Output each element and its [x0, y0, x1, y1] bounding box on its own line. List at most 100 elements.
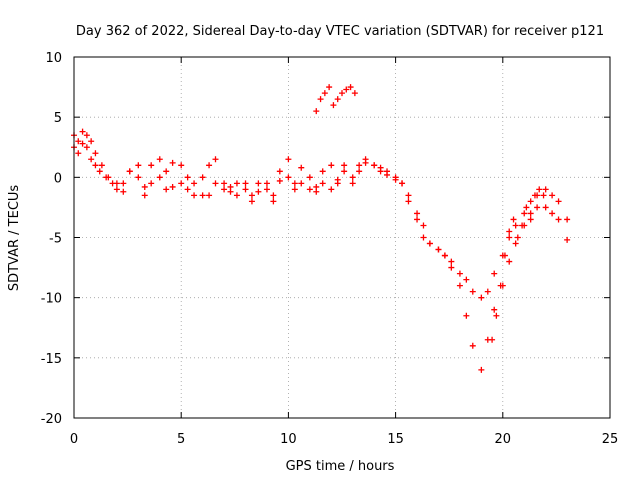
- data-point: [531, 192, 538, 199]
- data-point: [356, 162, 363, 169]
- y-tick-label: 10: [45, 51, 62, 66]
- data-point: [178, 180, 185, 187]
- data-point: [120, 188, 127, 195]
- data-point: [319, 168, 326, 175]
- data-point: [456, 270, 463, 277]
- data-point: [178, 162, 185, 169]
- data-point: [298, 164, 305, 171]
- data-point: [463, 312, 470, 319]
- x-tick-label: 25: [602, 432, 619, 447]
- data-point: [469, 288, 476, 295]
- data-point: [191, 180, 198, 187]
- x-tick-label: 10: [280, 432, 297, 447]
- data-point: [169, 183, 176, 190]
- data-point: [334, 180, 341, 187]
- x-tick-labels: 0 5 10 15 20 25: [70, 432, 618, 447]
- data-point: [497, 282, 504, 289]
- data-point: [414, 210, 421, 217]
- data-point: [313, 188, 320, 195]
- data-point: [521, 210, 528, 217]
- data-point: [399, 180, 406, 187]
- data-point: [199, 192, 206, 199]
- data-point: [291, 186, 298, 193]
- series-track-4: [489, 186, 547, 343]
- data-point: [276, 168, 283, 175]
- y-axis-label: SDTVAR / TECUs: [7, 185, 22, 292]
- data-point: [347, 84, 354, 91]
- data-point: [255, 180, 262, 187]
- data-point: [163, 168, 170, 175]
- data-point: [384, 168, 391, 175]
- data-point: [478, 294, 485, 301]
- data-point: [227, 188, 234, 195]
- data-point: [491, 270, 498, 277]
- data-point: [356, 168, 363, 175]
- data-point: [478, 366, 485, 373]
- y-tick-label: -20: [41, 412, 62, 427]
- data-point: [540, 192, 547, 199]
- data-point: [527, 198, 534, 205]
- data-point: [98, 162, 105, 169]
- data-point: [206, 162, 213, 169]
- data-point: [527, 216, 534, 223]
- data-point: [506, 228, 513, 235]
- data-point: [469, 342, 476, 349]
- data-point: [135, 162, 142, 169]
- data-point: [212, 156, 219, 163]
- data-point: [92, 162, 99, 169]
- data-point: [555, 216, 562, 223]
- data-point: [549, 192, 556, 199]
- data-point: [199, 174, 206, 181]
- data-point: [549, 210, 556, 217]
- data-point: [83, 144, 90, 151]
- data-point: [126, 168, 133, 175]
- data-point: [248, 198, 255, 205]
- data-point: [285, 174, 292, 181]
- data-point: [306, 174, 313, 181]
- data-point: [79, 140, 86, 147]
- data-point: [169, 159, 176, 166]
- y-tick-label: 5: [54, 111, 62, 126]
- data-point: [321, 90, 328, 97]
- data-point: [414, 216, 421, 223]
- data-point: [542, 186, 549, 193]
- data-point: [88, 156, 95, 163]
- data-point: [510, 216, 517, 223]
- data-point: [317, 96, 324, 103]
- data-point: [330, 102, 337, 109]
- data-point: [96, 168, 103, 175]
- data-point: [285, 156, 292, 163]
- data-point: [263, 186, 270, 193]
- data-point: [456, 282, 463, 289]
- series-track-2: [71, 132, 562, 373]
- data-point: [564, 236, 571, 243]
- grid-lines: [74, 57, 610, 418]
- data-point: [135, 174, 142, 181]
- data-point: [506, 258, 513, 265]
- data-point: [319, 180, 326, 187]
- data-point: [491, 306, 498, 313]
- data-point: [339, 90, 345, 97]
- data-point: [270, 198, 277, 205]
- data-point: [534, 204, 541, 211]
- data-point: [435, 246, 442, 253]
- data-point: [349, 180, 356, 187]
- data-point: [542, 204, 549, 211]
- data-point: [184, 174, 191, 181]
- data-point: [105, 174, 112, 181]
- data-point: [463, 276, 470, 283]
- data-point: [156, 156, 163, 163]
- data-point: [306, 186, 313, 193]
- data-point: [92, 150, 99, 157]
- data-point: [448, 258, 455, 265]
- data-point: [242, 186, 249, 193]
- data-point: [349, 174, 356, 181]
- data-point: [514, 234, 521, 241]
- data-point: [489, 336, 496, 343]
- data-point: [291, 180, 298, 187]
- data-point: [512, 222, 519, 229]
- data-point: [255, 188, 262, 195]
- y-tick-labels: -20 -15 -10 -5 0 5 10: [41, 51, 62, 427]
- data-point: [113, 180, 120, 187]
